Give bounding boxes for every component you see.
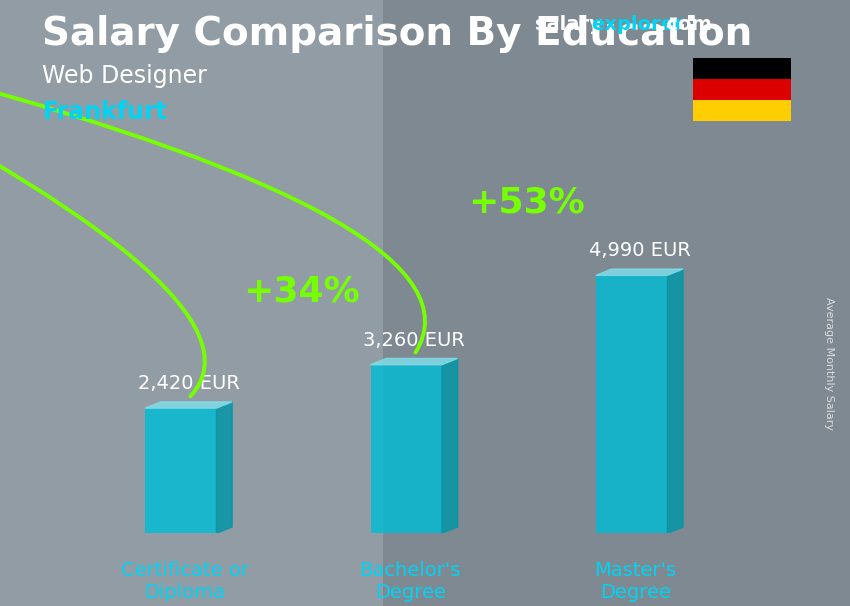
- Text: Master's
Degree: Master's Degree: [595, 561, 677, 602]
- Bar: [596, 275, 667, 533]
- Text: .com: .com: [659, 15, 711, 34]
- Text: Bachelor's
Degree: Bachelor's Degree: [360, 561, 461, 602]
- Polygon shape: [667, 269, 683, 533]
- Polygon shape: [145, 402, 232, 408]
- Text: 3,260 EUR: 3,260 EUR: [363, 331, 465, 350]
- Polygon shape: [371, 359, 457, 365]
- Bar: [145, 408, 217, 533]
- Text: Web Designer: Web Designer: [42, 64, 207, 88]
- Polygon shape: [596, 269, 683, 275]
- Bar: [693, 100, 791, 121]
- Text: +53%: +53%: [468, 185, 585, 219]
- Bar: [371, 365, 442, 533]
- Text: 4,990 EUR: 4,990 EUR: [588, 241, 690, 260]
- Polygon shape: [217, 402, 232, 533]
- Text: +34%: +34%: [243, 275, 360, 308]
- Bar: [382, 0, 850, 606]
- Text: Certificate or
Diploma: Certificate or Diploma: [121, 561, 249, 602]
- Text: 2,420 EUR: 2,420 EUR: [138, 374, 240, 393]
- Bar: [0, 0, 382, 606]
- Bar: [693, 58, 791, 79]
- Text: salary: salary: [536, 15, 603, 34]
- Text: explorer: explorer: [591, 15, 683, 34]
- Bar: [693, 79, 791, 100]
- Text: Salary Comparison By Education: Salary Comparison By Education: [42, 15, 753, 53]
- Polygon shape: [442, 359, 457, 533]
- Text: Frankfurt: Frankfurt: [42, 100, 167, 124]
- Text: Average Monthly Salary: Average Monthly Salary: [824, 297, 834, 430]
